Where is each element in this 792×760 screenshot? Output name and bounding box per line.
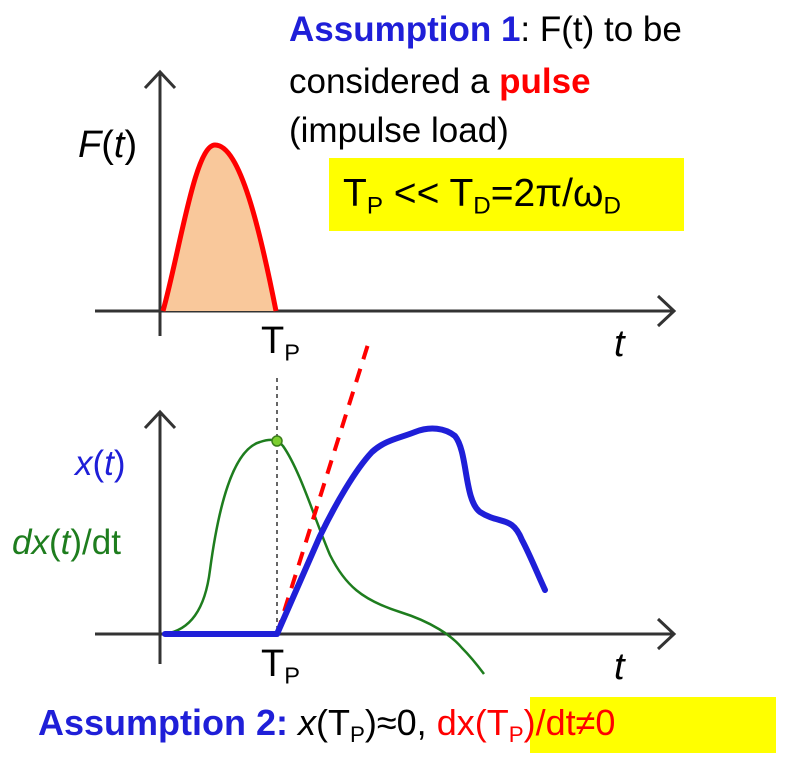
dx-label-close: )/dt	[70, 523, 121, 562]
top-tp-t: T	[261, 320, 285, 362]
assumption2-sub1: P	[350, 722, 365, 748]
assumption1-text2: considered a	[289, 62, 500, 101]
top-y-axis-arrow	[143, 69, 177, 90]
top-tp-sub: P	[284, 339, 300, 366]
assumption1-line2: considered a pulse	[289, 64, 591, 99]
formula-sub-d1: D	[473, 192, 491, 220]
x-label-open: (	[92, 444, 105, 483]
top-x-label: t	[614, 323, 625, 365]
velocity-peak-marker	[271, 435, 283, 447]
assumption2-open: (T	[316, 702, 351, 743]
top-y-label: F(t)	[78, 126, 137, 164]
x-of-t-label: x(t)	[75, 446, 126, 481]
dx-label-t: t	[60, 523, 71, 562]
bottom-tp-t: T	[261, 643, 285, 685]
assumption2-label: Assumption 2:	[38, 702, 289, 743]
bottom-tp-tick-label: TP	[261, 643, 300, 687]
dx-label-open: (	[48, 523, 61, 562]
x-label-x: x	[75, 444, 93, 483]
top-y-label-open: (	[101, 124, 114, 166]
bottom-y-axis-arrow	[143, 409, 177, 430]
assumption2-rest: )≈0,	[364, 702, 437, 743]
assumption1-line1: Assumption 1: F(t) to be	[289, 12, 682, 47]
top-y-label-t: t	[113, 124, 125, 166]
x-label-t: t	[104, 444, 114, 483]
bottom-axes	[95, 409, 677, 664]
assumption1-line3: (impulse load)	[289, 111, 509, 150]
pulse-curve	[160, 142, 279, 312]
formula-sub-d2: D	[603, 192, 621, 220]
assumption1-label: Assumption 1	[289, 10, 521, 49]
top-tp-tick-label: TP	[261, 320, 300, 364]
formula-box	[329, 158, 684, 231]
top-y-label-close: )	[124, 124, 138, 166]
x-label-close: )	[113, 444, 126, 483]
assumption2-x: x	[298, 702, 317, 743]
top-x-axis-arrow	[656, 294, 677, 328]
displacement-curve	[162, 425, 548, 637]
assumption1-text1: F(t) to be	[539, 10, 682, 49]
assumption2-dx-pre: dx(T	[436, 702, 509, 743]
dx-label-dx: dx	[12, 523, 49, 562]
bottom-x-label: t	[614, 646, 625, 688]
velocity-curve	[164, 438, 485, 675]
assumption2-dx: dx(TP)/dt≠0	[436, 702, 616, 746]
pulse-word: pulse	[499, 62, 591, 101]
top-y-label-f: F	[78, 124, 102, 166]
formula-text: TP << TD=2π/ωD	[343, 172, 621, 218]
bottom-tp-sub: P	[284, 662, 300, 689]
assumption2-dx-post: )/dt≠0	[523, 702, 616, 743]
formula-mid: << T	[382, 172, 474, 215]
pulse-fill	[163, 145, 276, 311]
assumption2-highlight	[530, 697, 776, 753]
formula-eq: =2π/ω	[490, 172, 604, 215]
bottom-x-axis-arrow	[656, 617, 677, 651]
assumption2-sub2: P	[508, 722, 524, 748]
formula-tp: T	[343, 172, 367, 215]
assumption1-sep: :	[520, 10, 540, 49]
dx-dt-label: dx(t)/dt	[12, 525, 121, 560]
formula-sub-p: P	[366, 192, 383, 220]
tangent-line	[275, 337, 372, 635]
assumption2-line: Assumption 2: x(TP)≈0, dx(TP)/dt≠0	[38, 702, 616, 746]
